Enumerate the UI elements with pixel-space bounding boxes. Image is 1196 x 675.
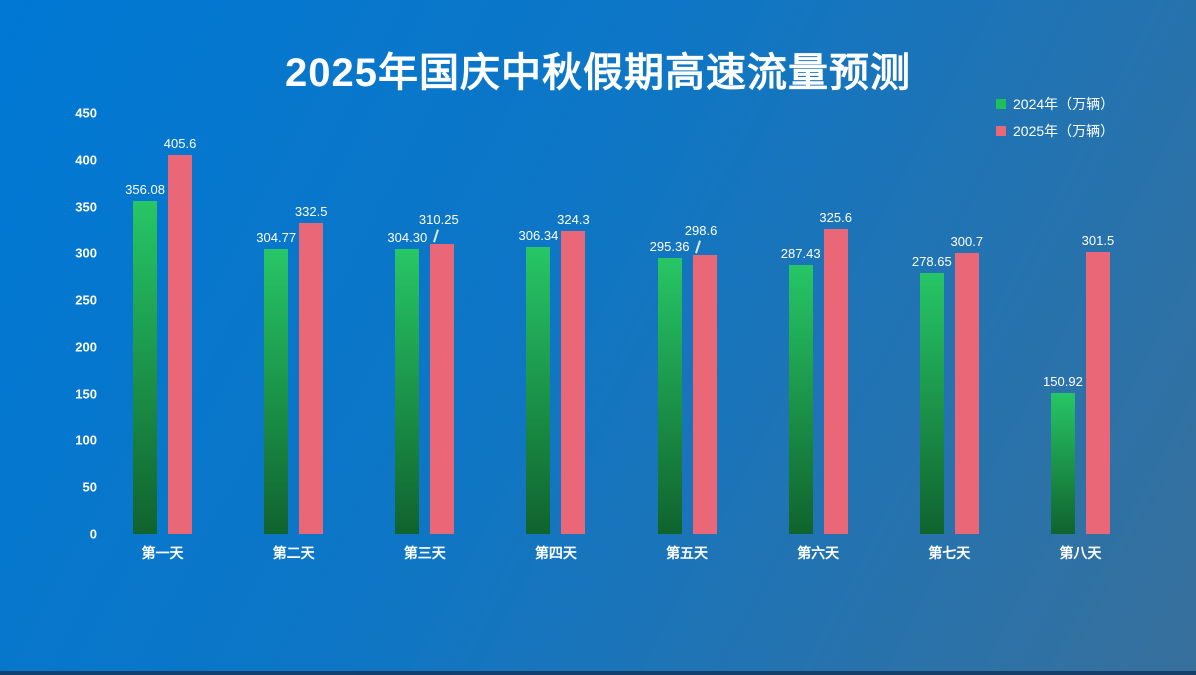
legend-label: 2024年（万辆） — [1013, 95, 1115, 112]
value-label-2024: 278.65 — [911, 254, 952, 270]
value-label-2025: 301.5 — [1081, 232, 1115, 248]
category-group-6: 287.43 325.6 第六天 — [753, 113, 884, 561]
y-tick-label: 0 — [89, 526, 97, 542]
value-label-2024: 306.34 — [518, 228, 559, 244]
y-tick-label: 150 — [75, 386, 97, 402]
bar-2024-第二天 — [264, 248, 289, 534]
label-leader-line — [432, 229, 439, 242]
bottom-edge-strip — [0, 671, 1196, 675]
bar-2024-第八天 — [1050, 392, 1075, 534]
value-label-2024: 150.92 — [1043, 373, 1083, 389]
bar-2025-第八天 — [1085, 251, 1110, 534]
value-label-2024: 304.30 — [387, 230, 428, 246]
y-tick-label: 450 — [75, 105, 97, 121]
bar-2025-第二天 — [299, 222, 324, 534]
value-label-2025: 300.7 — [950, 233, 984, 249]
legend-label: 2025年（万辆） — [1013, 122, 1115, 139]
y-tick-label: 400 — [75, 152, 97, 168]
category-group-5: 295.36 298.6 第五天 — [622, 113, 753, 561]
x-axis-label: 第七天 — [928, 545, 971, 561]
y-tick-label: 50 — [82, 479, 97, 495]
category-group-1: 356.08 405.6 第一天 — [97, 113, 228, 561]
y-tick-label: 200 — [75, 339, 97, 355]
x-axis-label: 第八天 — [1059, 545, 1102, 561]
bar-2025-第三天 — [430, 243, 455, 534]
value-label-2025: 405.6 — [163, 135, 197, 151]
x-axis-label: 第五天 — [666, 545, 709, 561]
x-axis-label: 第六天 — [797, 545, 840, 561]
bar-2025-第四天 — [561, 230, 586, 534]
y-tick-label: 100 — [75, 432, 97, 448]
category-group-3: 304.30 310.25 第三天 — [359, 113, 490, 561]
y-tick-label: 300 — [75, 245, 97, 261]
x-axis-label: 第三天 — [403, 545, 446, 561]
value-label-2025: 325.6 — [819, 210, 852, 226]
value-label-2024: 304.77 — [256, 229, 297, 245]
value-label-2024: 287.43 — [780, 246, 821, 262]
legend-swatch-icon — [996, 125, 1006, 136]
value-label-2024: 295.36 — [649, 238, 690, 254]
chart-title: 2025年国庆中秋假期高速流量预测 — [285, 51, 911, 95]
x-axis-label: 第二天 — [272, 545, 315, 561]
bar-2025-第六天 — [823, 229, 848, 534]
category-group-4: 306.34 324.3 第四天 — [490, 113, 621, 561]
x-axis-label: 第一天 — [141, 545, 184, 561]
legend-swatch-icon — [996, 98, 1006, 109]
value-label-2025: 332.5 — [294, 203, 328, 219]
bar-2025-第七天 — [954, 252, 979, 534]
y-axis: 0 50 100 150 200 250 300 350 400 450 — [0, 0, 97, 675]
y-tick-label: 350 — [75, 199, 97, 215]
value-label-2024: 356.08 — [125, 181, 165, 197]
bar-2025-第一天 — [168, 154, 193, 534]
label-leader-line — [695, 240, 701, 253]
legend-item-1: 2025年（万辆） — [996, 117, 1114, 144]
bar-2024-第五天 — [657, 257, 682, 534]
category-group-8: 150.92 301.5 第八天 — [1015, 113, 1146, 561]
x-axis-label: 第四天 — [534, 545, 577, 561]
value-label-2025: 310.25 — [418, 211, 459, 227]
plot-area: 356.08 405.6 第一天 304.77 332.5 第二天 304.30 310.25… — [97, 113, 1146, 561]
bar-2025-第五天 — [692, 254, 717, 534]
bar-2024-第四天 — [526, 247, 551, 534]
category-group-2: 304.77 332.5 第二天 — [228, 113, 359, 561]
bar-2024-第三天 — [395, 249, 420, 534]
bar-2024-第一天 — [133, 200, 158, 534]
bar-2024-第六天 — [788, 265, 813, 534]
legend-item-0: 2024年（万辆） — [996, 90, 1114, 117]
bar-2024-第七天 — [919, 273, 944, 534]
legend: 2024年（万辆） 2025年（万辆） — [996, 90, 1114, 144]
category-group-7: 278.65 300.7 第七天 — [884, 113, 1015, 561]
y-tick-label: 250 — [75, 292, 97, 308]
value-label-2025: 298.6 — [684, 222, 718, 238]
value-label-2025: 324.3 — [557, 211, 590, 227]
